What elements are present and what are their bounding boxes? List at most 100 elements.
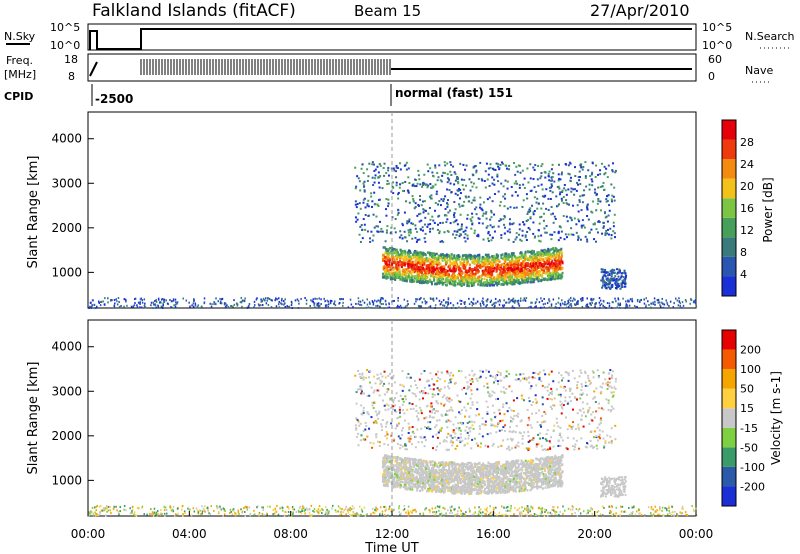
scatter-point	[89, 512, 92, 515]
scatter-point	[459, 192, 462, 195]
scatter-point	[395, 184, 398, 187]
scatter-point	[500, 276, 503, 280]
scatter-point	[472, 374, 475, 377]
scatter-point	[190, 514, 193, 517]
scatter-point	[445, 283, 448, 287]
scatter-point	[581, 306, 584, 309]
scatter-point	[487, 282, 490, 285]
scatter-point	[447, 275, 450, 278]
scatter-point	[386, 269, 389, 273]
scatter-point	[418, 305, 421, 308]
scatter-point	[507, 273, 510, 276]
scatter-point	[173, 514, 176, 517]
scatter-point	[554, 264, 557, 267]
scatter-point	[420, 219, 423, 222]
scatter-point	[471, 304, 474, 307]
scatter-point	[521, 512, 523, 515]
scatter-point	[417, 261, 420, 265]
scatter-point	[309, 514, 311, 517]
scatter-point	[451, 276, 454, 280]
scatter-point	[617, 279, 620, 282]
scatter-point	[557, 173, 560, 176]
scatter-point	[352, 513, 355, 516]
scatter-point	[386, 225, 389, 228]
cpid-entry-2: normal (fast) 151	[395, 86, 513, 100]
scatter-point	[585, 185, 588, 188]
scatter-point	[395, 250, 398, 254]
scatter-point	[494, 304, 496, 307]
scatter-point	[377, 417, 380, 420]
scatter-point	[536, 277, 539, 280]
scatter-point	[491, 263, 494, 266]
scatter-point	[586, 238, 589, 241]
scatter-point	[171, 306, 174, 309]
scatter-point	[355, 417, 358, 420]
scatter-point	[672, 306, 675, 309]
scatter-point	[463, 282, 466, 285]
scatter-point	[625, 305, 627, 308]
scatter-point	[486, 269, 489, 273]
nsearch-label: N.Search	[745, 30, 795, 43]
scatter-point	[679, 511, 682, 514]
scatter-point	[600, 302, 603, 305]
scatter-point	[354, 200, 357, 203]
scatter-point	[394, 218, 397, 221]
scatter-point	[565, 202, 568, 205]
scatter-point	[529, 265, 532, 269]
scatter-point	[525, 273, 528, 276]
scatter-point	[548, 300, 551, 303]
scatter-point	[443, 394, 446, 397]
scatter-point	[392, 181, 395, 184]
scatter-point	[421, 259, 424, 263]
scatter-point	[529, 217, 532, 220]
scatter-point	[485, 261, 488, 265]
scatter-point	[437, 273, 440, 276]
scatter-point	[659, 305, 662, 308]
scatter-point	[657, 299, 659, 302]
scatter-point	[477, 233, 480, 236]
scatter-point	[261, 506, 263, 509]
scatter-point	[439, 276, 442, 280]
scatter-point	[682, 304, 685, 307]
scatter-point	[528, 400, 531, 403]
scatter-point	[393, 227, 396, 230]
scatter-point	[126, 304, 128, 307]
scatter-point	[563, 303, 566, 306]
scatter-point	[588, 188, 591, 191]
scatter-point	[340, 298, 343, 301]
scatter-point	[615, 512, 617, 515]
scatter-point	[351, 505, 354, 508]
scatter-point	[603, 306, 606, 309]
scatter-point	[601, 286, 604, 289]
scatter-point	[556, 421, 559, 424]
scatter-point	[316, 302, 319, 305]
scatter-point	[477, 177, 480, 180]
scatter-point	[580, 299, 583, 302]
scatter-point	[410, 265, 413, 268]
scatter-point	[608, 280, 611, 283]
scatter-point	[614, 280, 617, 283]
scatter-point	[414, 205, 417, 208]
scatter-point	[661, 297, 664, 300]
scatter-point	[412, 266, 415, 269]
scatter-point	[476, 276, 479, 279]
scatter-point	[401, 272, 404, 275]
scatter-point	[475, 213, 478, 216]
scatter-point	[151, 511, 154, 514]
scatter-point	[580, 226, 583, 229]
scatter-point	[229, 508, 232, 511]
scatter-point	[494, 281, 497, 284]
scatter-point	[209, 513, 212, 516]
scatter-point	[460, 279, 463, 283]
scatter-point	[695, 305, 698, 308]
scatter-point	[582, 510, 585, 513]
scatter-point	[477, 264, 480, 268]
scatter-point	[605, 306, 607, 309]
scatter-point	[247, 304, 250, 307]
scatter-point	[421, 271, 424, 275]
scatter-point	[450, 255, 453, 258]
scatter-point	[460, 284, 463, 288]
scatter-point	[316, 304, 318, 307]
scatter-point	[471, 380, 474, 383]
scatter-point	[258, 513, 260, 516]
